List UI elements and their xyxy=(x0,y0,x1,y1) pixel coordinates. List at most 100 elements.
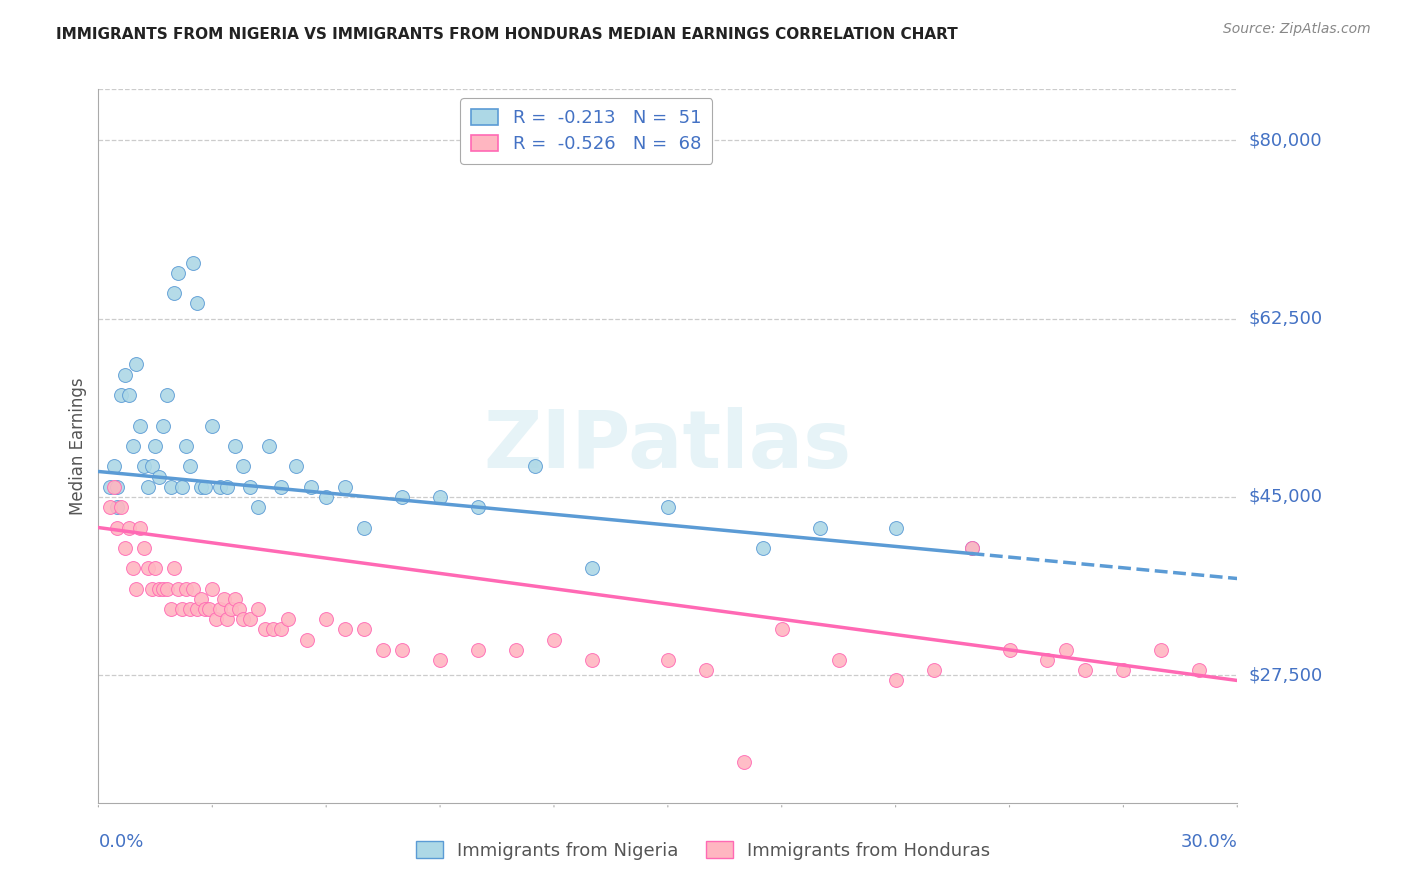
Point xyxy=(201,582,224,596)
Point xyxy=(391,490,413,504)
Point xyxy=(132,459,155,474)
Point xyxy=(1036,653,1059,667)
Point xyxy=(429,490,451,504)
Point xyxy=(159,602,181,616)
Point xyxy=(107,500,129,515)
Point xyxy=(543,632,565,647)
Legend: R =  -0.213   N =  51, R =  -0.526   N =  68: R = -0.213 N = 51, R = -0.526 N = 68 xyxy=(461,98,713,163)
Point xyxy=(770,623,793,637)
Point xyxy=(208,602,231,616)
Point xyxy=(808,520,831,534)
Text: IMMIGRANTS FROM NIGERIA VS IMMIGRANTS FROM HONDURAS MEDIAN EARNINGS CORRELATION : IMMIGRANTS FROM NIGERIA VS IMMIGRANTS FR… xyxy=(56,27,957,42)
Legend: Immigrants from Nigeria, Immigrants from Honduras: Immigrants from Nigeria, Immigrants from… xyxy=(409,834,997,867)
Point xyxy=(121,439,143,453)
Text: 30.0%: 30.0% xyxy=(1181,833,1237,851)
Point xyxy=(254,623,277,637)
Point xyxy=(141,459,163,474)
Point xyxy=(224,439,246,453)
Point xyxy=(232,612,254,626)
Point xyxy=(733,755,755,769)
Point xyxy=(156,582,179,596)
Point xyxy=(167,582,190,596)
Point xyxy=(371,643,394,657)
Point xyxy=(110,388,132,402)
Point xyxy=(159,480,181,494)
Point xyxy=(505,643,527,657)
Point xyxy=(998,643,1021,657)
Point xyxy=(299,480,322,494)
Point xyxy=(194,480,217,494)
Point xyxy=(186,602,208,616)
Point xyxy=(695,663,717,677)
Point xyxy=(183,582,205,596)
Text: $80,000: $80,000 xyxy=(1249,131,1322,149)
Point xyxy=(103,480,125,494)
Point xyxy=(353,623,375,637)
Point xyxy=(125,582,148,596)
Point xyxy=(922,663,945,677)
Point xyxy=(136,480,159,494)
Point xyxy=(297,632,319,647)
Point xyxy=(129,418,152,433)
Point xyxy=(657,500,679,515)
Point xyxy=(429,653,451,667)
Point xyxy=(103,459,125,474)
Point xyxy=(217,612,239,626)
Point xyxy=(121,561,143,575)
Point xyxy=(148,582,170,596)
Point xyxy=(239,612,262,626)
Point xyxy=(167,266,190,280)
Point xyxy=(212,591,235,606)
Point xyxy=(163,286,186,301)
Point xyxy=(174,582,197,596)
Point xyxy=(246,602,269,616)
Point xyxy=(581,653,603,667)
Point xyxy=(1056,643,1078,657)
Point xyxy=(110,500,132,515)
Point xyxy=(118,520,141,534)
Point xyxy=(179,602,201,616)
Point xyxy=(335,480,357,494)
Point xyxy=(246,500,269,515)
Point xyxy=(201,418,224,433)
Point xyxy=(98,480,121,494)
Point xyxy=(98,500,121,515)
Point xyxy=(335,623,357,637)
Point xyxy=(118,388,141,402)
Text: Source: ZipAtlas.com: Source: ZipAtlas.com xyxy=(1223,22,1371,37)
Point xyxy=(270,623,292,637)
Point xyxy=(353,520,375,534)
Point xyxy=(186,296,208,310)
Point xyxy=(828,653,851,667)
Point xyxy=(284,459,307,474)
Point xyxy=(315,612,337,626)
Point xyxy=(221,602,243,616)
Point xyxy=(467,643,489,657)
Point xyxy=(262,623,284,637)
Point xyxy=(884,520,907,534)
Point xyxy=(148,469,170,483)
Text: $45,000: $45,000 xyxy=(1249,488,1323,506)
Text: $62,500: $62,500 xyxy=(1249,310,1323,327)
Point xyxy=(884,673,907,688)
Point xyxy=(228,602,250,616)
Point xyxy=(152,418,174,433)
Point xyxy=(270,480,292,494)
Point xyxy=(232,459,254,474)
Point xyxy=(524,459,547,474)
Point xyxy=(156,388,179,402)
Point xyxy=(1112,663,1135,677)
Point xyxy=(315,490,337,504)
Point xyxy=(136,561,159,575)
Point xyxy=(125,358,148,372)
Point xyxy=(1188,663,1211,677)
Point xyxy=(163,561,186,575)
Point xyxy=(1074,663,1097,677)
Point xyxy=(960,541,983,555)
Point xyxy=(259,439,281,453)
Text: $27,500: $27,500 xyxy=(1249,666,1323,684)
Y-axis label: Median Earnings: Median Earnings xyxy=(69,377,87,515)
Point xyxy=(208,480,231,494)
Point xyxy=(170,602,193,616)
Point xyxy=(170,480,193,494)
